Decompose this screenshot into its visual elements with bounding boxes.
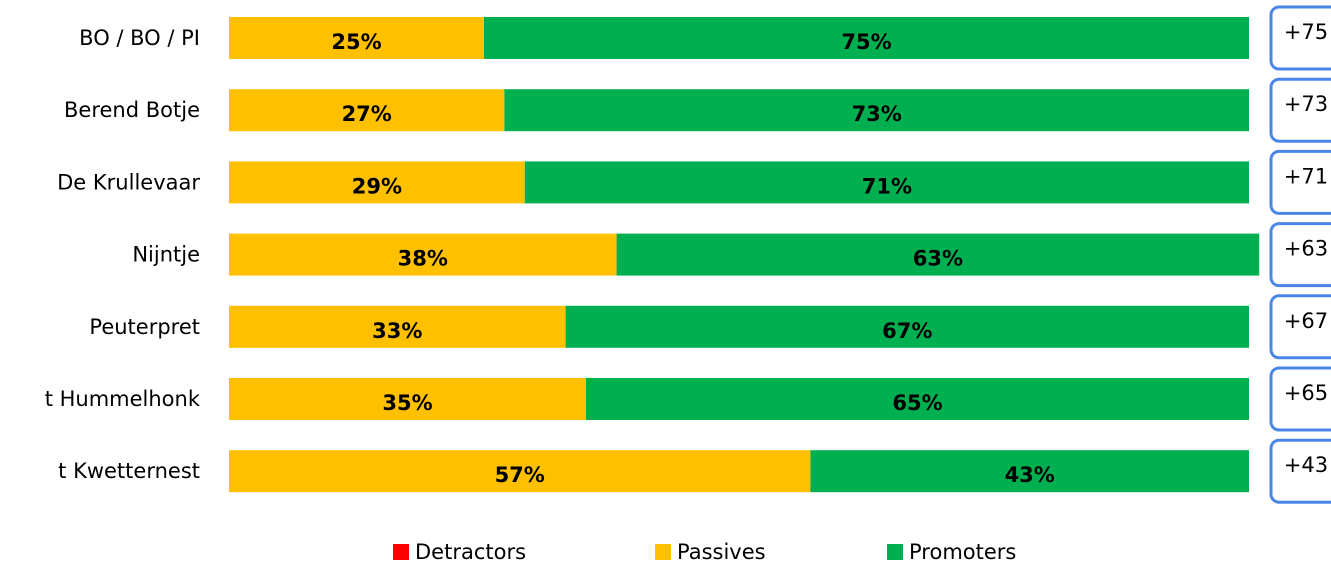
score-label: +71: [1284, 164, 1328, 188]
legend-label: Promoters: [909, 540, 1016, 564]
category-label: Peuterpret: [89, 315, 200, 339]
value-label: 57%: [495, 463, 545, 487]
legend-swatch: [655, 544, 671, 560]
value-label: 65%: [892, 391, 942, 415]
score-label: +73: [1284, 92, 1328, 116]
legend-label: Detractors: [415, 540, 526, 564]
score-label: +65: [1284, 381, 1328, 405]
value-label: 25%: [331, 30, 381, 54]
bar-segment: [586, 378, 1249, 420]
category-label: t Hummelhonk: [45, 387, 201, 411]
bar-segment: [229, 450, 811, 493]
score-label: +67: [1284, 309, 1328, 333]
value-label: 29%: [352, 174, 402, 198]
score-label: +43: [1284, 453, 1328, 477]
value-label: 33%: [372, 319, 422, 343]
legend-swatch: [887, 544, 903, 560]
bar-segment: [504, 89, 1249, 132]
value-label: 43%: [1005, 463, 1055, 487]
category-label: Berend Botje: [64, 98, 200, 122]
bar-segment: [229, 305, 566, 348]
bar-segment: [484, 17, 1249, 59]
value-label: 73%: [852, 102, 902, 126]
score-box: [1269, 438, 1331, 504]
legend-label: Passives: [677, 540, 766, 564]
bar-segment: [524, 161, 1249, 204]
value-label: 63%: [913, 247, 963, 271]
value-label: 75%: [841, 30, 891, 54]
score-label: +75: [1284, 20, 1328, 44]
bar-segment: [229, 89, 505, 132]
category-label: De Krullevaar: [57, 170, 200, 194]
legend-swatch: [393, 544, 409, 560]
category-label: Nijntje: [132, 243, 200, 267]
score-box: [1269, 366, 1331, 432]
value-label: 71%: [862, 174, 912, 198]
score-box: [1269, 222, 1331, 288]
value-label: 38%: [398, 247, 448, 271]
value-label: 27%: [342, 102, 392, 126]
category-label: t Kwetternest: [58, 459, 200, 483]
score-box: [1269, 294, 1331, 360]
score-box: [1269, 77, 1331, 143]
bar-segment: [810, 450, 1249, 493]
value-label: 67%: [882, 319, 932, 343]
score-label: +63: [1284, 237, 1328, 261]
score-box: [1269, 5, 1331, 71]
score-box: [1269, 149, 1331, 215]
bar-segment: [229, 233, 617, 276]
bar-segment: [229, 17, 484, 59]
bar-segment: [565, 305, 1249, 348]
bar-segment: [229, 378, 586, 420]
category-label: BO / BO / PI: [79, 26, 200, 50]
bar-segment: [229, 161, 525, 204]
bar-segment: [616, 233, 1260, 276]
value-label: 35%: [382, 391, 432, 415]
